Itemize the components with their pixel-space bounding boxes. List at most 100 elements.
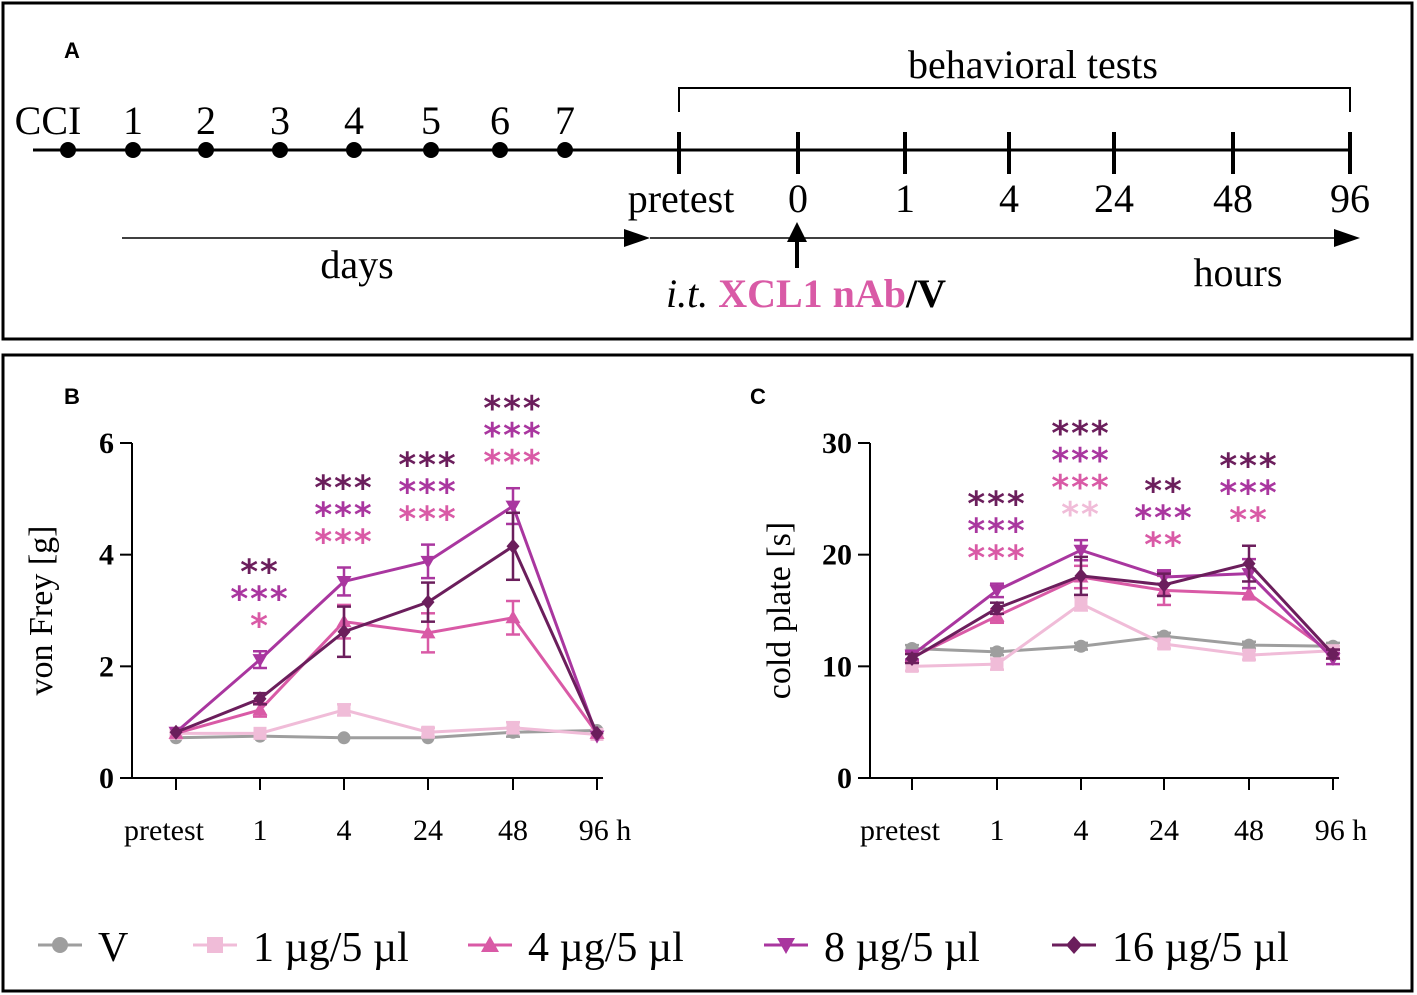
c-xtick-label-4: 48 bbox=[1234, 814, 1264, 847]
c-ytick-label-1: 10 bbox=[822, 650, 852, 683]
day-label-0: CCI bbox=[15, 98, 82, 143]
hour-markers: pretest 0 1 4 24 48 96 bbox=[628, 132, 1370, 221]
b-series-d4 bbox=[169, 601, 605, 739]
hour-label-1: 0 bbox=[788, 176, 808, 221]
b-line-d1 bbox=[176, 710, 597, 735]
b-sig-24-d4: *** bbox=[398, 500, 457, 540]
behavioral-tests-bracket bbox=[679, 88, 1350, 112]
b-point-d4-4 bbox=[506, 610, 521, 623]
injection-label: i.t. XCL1 nAb/V bbox=[666, 271, 946, 316]
c-point-d1-1 bbox=[991, 658, 1004, 671]
b-point-V-2 bbox=[338, 731, 351, 744]
b-ytick-label-3: 6 bbox=[99, 427, 114, 460]
b-line-d8 bbox=[176, 506, 597, 736]
panel-bc-frame bbox=[3, 355, 1412, 991]
b-ytick-label-1: 2 bbox=[99, 650, 114, 683]
b-line-d4 bbox=[176, 618, 597, 734]
b-sig-4-d4: *** bbox=[314, 523, 373, 563]
c-xtick-label-0: pretest bbox=[860, 814, 941, 847]
panel-a-letter: A bbox=[64, 38, 80, 63]
c-ytick-label-0: 0 bbox=[837, 762, 852, 795]
b-sig-48-d4: *** bbox=[483, 443, 542, 483]
injection-arrowhead bbox=[787, 222, 807, 242]
day-dot-0 bbox=[60, 142, 76, 158]
c-sig-1-d4: *** bbox=[967, 539, 1026, 579]
panel-b-letter: B bbox=[64, 384, 80, 409]
b-point-d16-3 bbox=[422, 595, 435, 610]
day-dot-3 bbox=[272, 142, 288, 158]
c-ylabel: cold plate [s] bbox=[761, 522, 798, 700]
day-label-6: 6 bbox=[490, 98, 510, 143]
days-arrowhead bbox=[624, 229, 650, 247]
chart-cold-plate: 0 10 20 30 pretest 1 4 24 48 96 h cold plate [s] **… bbox=[750, 384, 1367, 847]
b-xtick-label-2: 4 bbox=[337, 814, 352, 847]
c-point-d1-3 bbox=[1158, 638, 1171, 651]
behavioral-tests-label: behavioral tests bbox=[908, 42, 1158, 87]
c-sig-24-d4: ** bbox=[1144, 525, 1184, 565]
injection-agent: XCL1 nAb bbox=[718, 271, 906, 316]
legend: V 1 µg/5 µl 4 µg/5 µl 8 µg/5 µl 16 µg/5 µl bbox=[38, 925, 1289, 971]
hours-label: hours bbox=[1194, 250, 1283, 295]
legend-label-d1: 1 µg/5 µl bbox=[253, 925, 409, 971]
b-xtick-label-1: 1 bbox=[253, 814, 268, 847]
chart-von-frey: 0246pretest 1 4 24 48 96 hvon Frey [g] *******… bbox=[23, 384, 631, 847]
injection-vehicle: V bbox=[917, 271, 946, 316]
hour-label-0: pretest bbox=[628, 176, 735, 221]
day-dot-1 bbox=[125, 142, 141, 158]
b-xtick-label-0: pretest bbox=[124, 814, 205, 847]
c-xtick-label-3: 24 bbox=[1149, 814, 1179, 847]
c-sig-4-d1: ** bbox=[1061, 495, 1101, 535]
day-label-7: 7 bbox=[555, 98, 575, 143]
hour-label-6: 96 bbox=[1330, 176, 1370, 221]
b-xtick-label-5: 96 h bbox=[579, 814, 632, 847]
hours-arrowhead bbox=[1334, 229, 1360, 247]
hour-label-4: 24 bbox=[1094, 176, 1134, 221]
b-point-d16-4 bbox=[507, 539, 520, 554]
legend-marker-V bbox=[52, 937, 68, 953]
hour-label-5: 48 bbox=[1213, 176, 1253, 221]
day-dot-4 bbox=[346, 142, 362, 158]
c-point-d1-4 bbox=[1243, 649, 1256, 662]
b-point-d1-2 bbox=[338, 703, 351, 716]
b-ylabel: von Frey [g] bbox=[23, 526, 60, 696]
legend-marker-d16 bbox=[1066, 936, 1082, 954]
b-line-d16 bbox=[176, 546, 597, 733]
day-label-1: 1 bbox=[123, 98, 143, 143]
day-label-4: 4 bbox=[344, 98, 364, 143]
day-dot-7 bbox=[557, 142, 573, 158]
legend-label-d16: 16 µg/5 µl bbox=[1112, 925, 1289, 971]
days-label: days bbox=[320, 242, 393, 287]
c-xtick-label-1: 1 bbox=[990, 814, 1005, 847]
c-xtick-label-2: 4 bbox=[1074, 814, 1089, 847]
b-point-d1-4 bbox=[507, 721, 520, 734]
c-ytick-label-3: 30 bbox=[822, 427, 852, 460]
legend-marker-d1 bbox=[207, 937, 223, 953]
day-label-3: 3 bbox=[270, 98, 290, 143]
injection-route: i.t. bbox=[666, 271, 708, 316]
injection-separator: / bbox=[905, 271, 918, 316]
c-point-d1-2 bbox=[1075, 597, 1088, 610]
panel-c-letter: C bbox=[750, 384, 766, 409]
b-ytick-label-2: 4 bbox=[99, 539, 114, 572]
c-xtick-label-5: 96 h bbox=[1315, 814, 1368, 847]
figure: A behavioral tests CCI 1 2 3 4 5 6 7 pretest 0 1 4… bbox=[0, 0, 1417, 995]
c-series-d1 bbox=[905, 597, 1340, 673]
b-sig-1-d4: * bbox=[250, 606, 270, 646]
c-line-V bbox=[912, 636, 1333, 652]
b-xtick-label-4: 48 bbox=[498, 814, 528, 847]
legend-label-V: V bbox=[98, 925, 128, 971]
b-ytick-label-0: 0 bbox=[99, 762, 114, 795]
c-ytick-label-2: 20 bbox=[822, 539, 852, 572]
day-label-2: 2 bbox=[196, 98, 216, 143]
hour-label-3: 4 bbox=[999, 176, 1019, 221]
c-point-V-2 bbox=[1075, 640, 1088, 653]
b-point-d1-3 bbox=[422, 726, 435, 739]
day-dot-6 bbox=[492, 142, 508, 158]
legend-label-d4: 4 µg/5 µl bbox=[528, 925, 684, 971]
day-label-5: 5 bbox=[421, 98, 441, 143]
c-sig-48-d4: ** bbox=[1229, 501, 1269, 541]
day-dot-2 bbox=[198, 142, 214, 158]
day-dot-5 bbox=[423, 142, 439, 158]
b-point-d1-1 bbox=[254, 727, 267, 740]
hour-label-2: 1 bbox=[895, 176, 915, 221]
